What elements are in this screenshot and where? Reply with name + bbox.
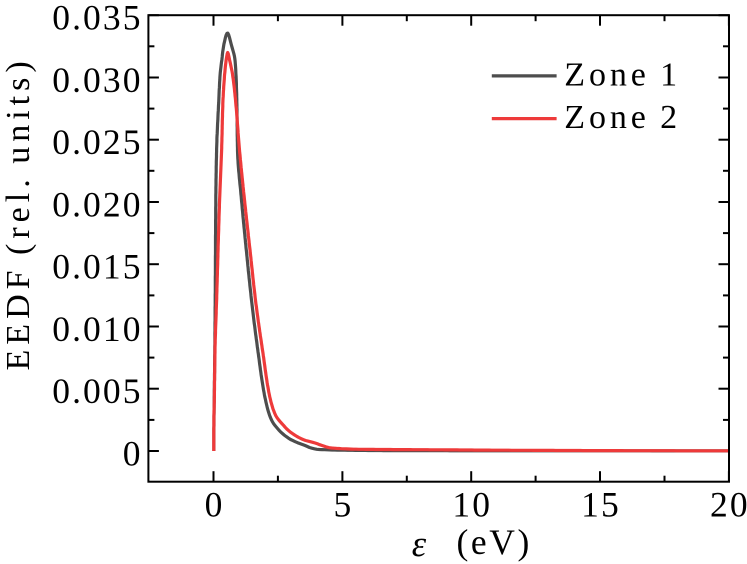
svg-text:ε: ε — [412, 523, 427, 564]
svg-text:0: 0 — [123, 433, 143, 473]
svg-text:0.015: 0.015 — [52, 247, 142, 287]
svg-text:5: 5 — [333, 484, 353, 524]
svg-text:0.030: 0.030 — [52, 60, 142, 100]
svg-text:Zone 1: Zone 1 — [564, 56, 681, 93]
svg-text:0: 0 — [205, 484, 225, 524]
svg-text:(eV): (eV) — [457, 522, 532, 562]
svg-text:15: 15 — [581, 484, 621, 524]
svg-text:10: 10 — [452, 484, 492, 524]
svg-text:0.005: 0.005 — [52, 371, 142, 411]
svg-text:20: 20 — [710, 484, 747, 524]
svg-text:0.035: 0.035 — [52, 0, 142, 38]
svg-text:0.025: 0.025 — [52, 122, 142, 162]
svg-text:EEDF (rel. units): EEDF (rel. units) — [0, 56, 37, 370]
svg-text:0.010: 0.010 — [52, 309, 142, 349]
svg-text:Zone 2: Zone 2 — [564, 99, 681, 136]
svg-text:0.020: 0.020 — [52, 184, 142, 224]
